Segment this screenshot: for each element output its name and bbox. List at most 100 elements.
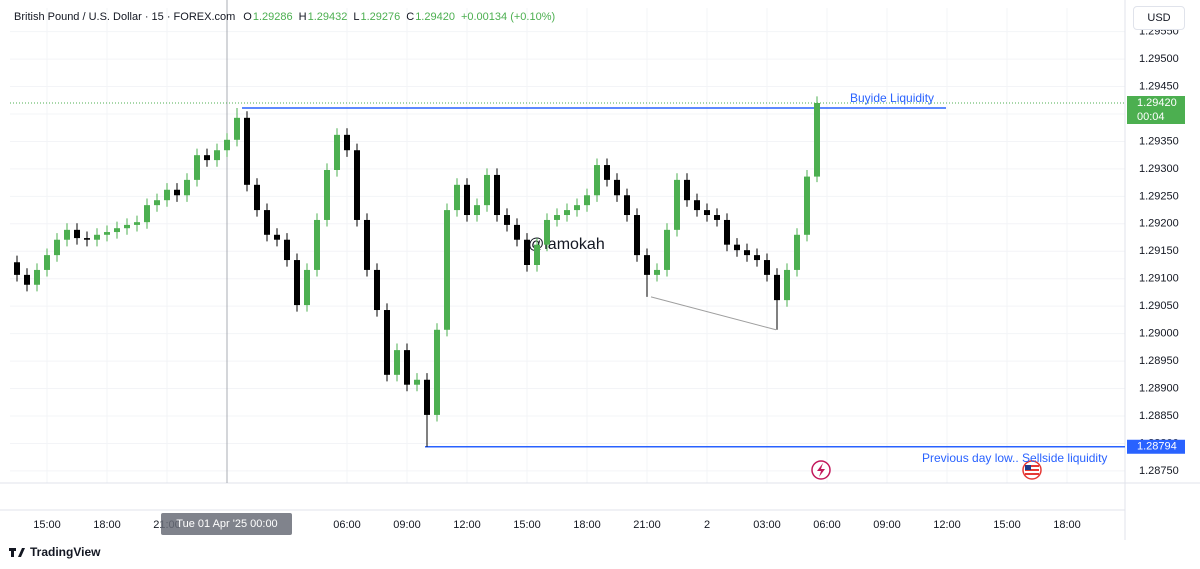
- candle-body: [654, 269, 660, 275]
- candle-body: [554, 215, 560, 220]
- candle-body: [194, 155, 200, 180]
- candle-body: [464, 184, 470, 216]
- x-tick-label: 15:00: [993, 519, 1021, 531]
- candle-body: [814, 103, 820, 177]
- candle-body: [284, 239, 290, 261]
- x-tick-label: 06:00: [813, 519, 841, 531]
- candle-body: [674, 179, 680, 230]
- candle-body: [44, 255, 50, 270]
- candle-body: [114, 228, 120, 233]
- candle-body: [444, 210, 450, 330]
- candle-body: [574, 205, 580, 211]
- candle-body: [744, 250, 750, 256]
- candle-body: [724, 219, 730, 245]
- ohlc-key: C: [406, 11, 415, 23]
- y-tick-label: 1.29500: [1139, 53, 1179, 65]
- crosshair-label: Tue 01 Apr '25 00:00: [176, 518, 277, 530]
- candle-body: [64, 229, 70, 240]
- candle-body: [734, 244, 740, 251]
- candle-body: [794, 234, 800, 270]
- candle-body: [384, 310, 390, 375]
- x-tick-label: 09:00: [393, 519, 421, 531]
- candle-body: [94, 234, 100, 240]
- candle-body: [514, 224, 520, 240]
- candle-body: [524, 239, 530, 265]
- candle-body: [214, 150, 220, 161]
- y-tick-label: 1.29000: [1139, 328, 1179, 340]
- flag-icon[interactable]: [1022, 460, 1042, 480]
- x-tick-label: 09:00: [873, 519, 901, 531]
- logo: [9, 548, 25, 557]
- ohlc-key: O: [243, 11, 252, 23]
- x-tick-label: 15:00: [513, 519, 541, 531]
- candle-body: [644, 255, 650, 275]
- symbol: British Pound / U.S. Dollar · 15 · FOREX…: [14, 11, 236, 23]
- candle-body: [184, 179, 190, 196]
- candle-body: [374, 269, 380, 311]
- change: +0.00134 (+0.10%): [460, 11, 556, 23]
- candle-body: [394, 350, 400, 375]
- candle-body: [104, 232, 110, 235]
- ohlc-value: 1.29286: [252, 11, 293, 23]
- x-tick-label: 2: [704, 519, 710, 531]
- candle-body: [564, 210, 570, 216]
- price-tag: [1127, 96, 1185, 124]
- y-tick-label: 1.29300: [1139, 163, 1179, 175]
- event-icon[interactable]: [811, 460, 831, 480]
- candle-body: [754, 255, 760, 261]
- currency-button[interactable]: USD: [1133, 6, 1185, 30]
- candle-body: [124, 224, 130, 229]
- x-tick-label: 21:00: [633, 519, 661, 531]
- candle-body: [334, 134, 340, 170]
- candle-body: [264, 210, 270, 235]
- x-tick-label: 06:00: [333, 519, 361, 531]
- candle-body: [484, 174, 490, 206]
- candle-body: [144, 205, 150, 223]
- candle-body: [204, 155, 210, 161]
- candle-body: [534, 244, 540, 265]
- x-tick-label: 12:00: [453, 519, 481, 531]
- candle-body: [664, 229, 670, 270]
- x-tick-label: 18:00: [93, 519, 121, 531]
- x-tick-label: 18:00: [573, 519, 601, 531]
- candle-body: [604, 165, 610, 180]
- candle-body: [504, 215, 510, 225]
- candle-body: [404, 350, 410, 385]
- x-tick-label: 18:00: [1053, 519, 1081, 531]
- candle-body: [434, 329, 440, 415]
- candle-body: [494, 174, 500, 216]
- candle-body: [344, 134, 350, 151]
- candle-body: [134, 222, 140, 225]
- y-tick-label: 1.28850: [1139, 410, 1179, 422]
- candle-body: [54, 239, 60, 256]
- candle-body: [24, 274, 30, 285]
- candle-body: [314, 219, 320, 270]
- candle-body: [624, 195, 630, 216]
- y-tick-label: 1.28950: [1139, 355, 1179, 367]
- candle-body: [764, 260, 770, 275]
- candle-body: [714, 215, 720, 220]
- candle-body: [254, 184, 260, 211]
- y-tick-label: 1.29450: [1139, 80, 1179, 92]
- candle-body: [234, 117, 240, 140]
- candle-body: [354, 150, 360, 220]
- candle-body: [304, 269, 310, 306]
- candle-body: [694, 200, 700, 211]
- candle-body: [84, 238, 90, 240]
- candle-body: [704, 210, 710, 216]
- candle-body: [634, 215, 640, 256]
- candle-body: [294, 260, 300, 306]
- price-tag-timer: 00:04: [1137, 111, 1165, 123]
- drawn-line: [650, 296, 777, 331]
- level-tag: [1127, 439, 1185, 454]
- y-tick-label: 1.28900: [1139, 382, 1179, 394]
- candle-body: [544, 219, 550, 245]
- ohlc-value: 1.29276: [360, 11, 401, 23]
- candle-body: [154, 200, 160, 206]
- candle-body: [364, 219, 370, 270]
- annotation: Previous day low.. Sellside liquidity: [922, 451, 1107, 465]
- annotation: Buyide Liquidity: [850, 91, 934, 105]
- candle-body: [164, 189, 170, 201]
- candle-body: [774, 274, 780, 301]
